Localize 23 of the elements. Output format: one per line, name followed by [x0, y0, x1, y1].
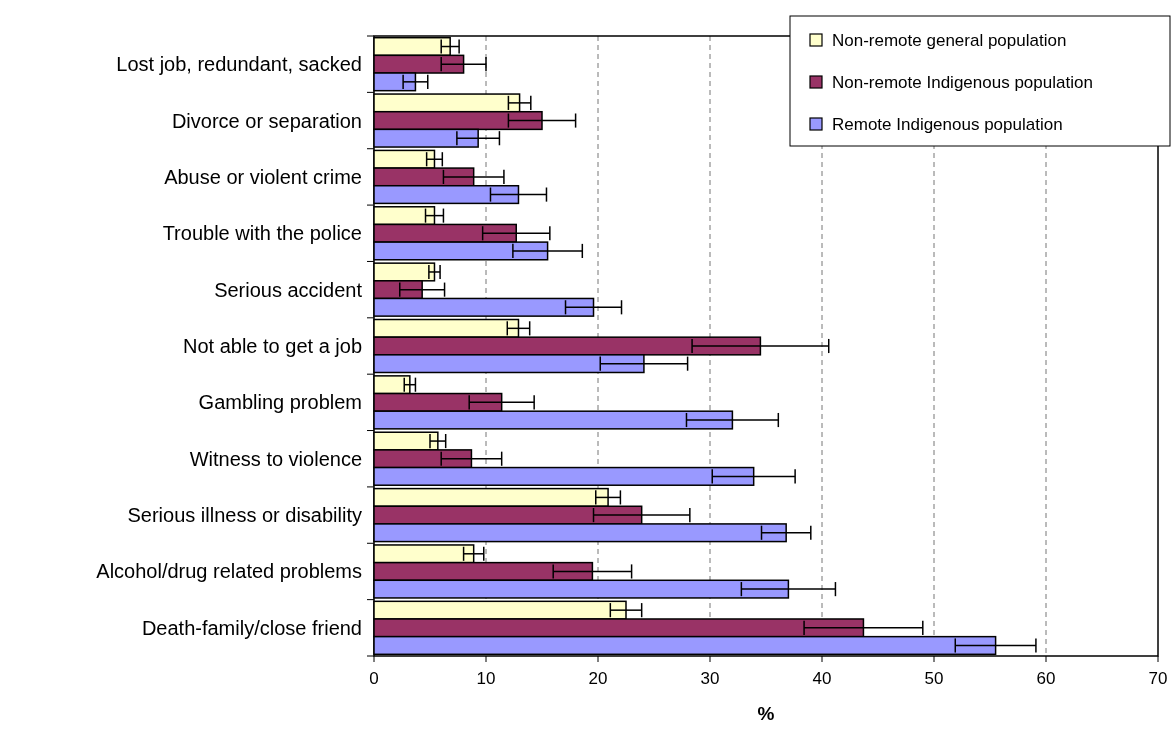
x-tick-label: 50 [924, 669, 944, 688]
legend-label: Remote Indigenous population [832, 115, 1063, 134]
y-tick-label: Alcohol/drug related problems [96, 560, 362, 583]
y-tick-label: Abuse or violent crime [164, 165, 362, 188]
x-tick-label: 10 [476, 669, 496, 688]
y-tick-label: Death-family/close friend [141, 616, 362, 639]
y-tick-label: Trouble with the police [162, 222, 362, 245]
y-tick-label: Serious illness or disability [127, 504, 362, 527]
y-tick-label: Lost job, redundant, sacked [116, 53, 362, 76]
legend-label: Non-remote Indigenous population [832, 73, 1093, 92]
legend-label: Non-remote general population [832, 31, 1067, 50]
x-tick-label: 30 [700, 669, 720, 688]
y-tick-label: Witness to violence [189, 447, 362, 470]
y-tick-label: Gambling problem [198, 391, 362, 414]
x-tick-label: 20 [588, 669, 608, 688]
x-tick-label: 60 [1036, 669, 1056, 688]
y-tick-label: Serious accident [214, 278, 363, 301]
y-tick-label: Divorce or separation [171, 109, 362, 132]
y-tick-label: Not able to get a job [182, 335, 362, 357]
x-tick-label: 40 [812, 669, 832, 688]
x-tick-label: 70 [1148, 669, 1168, 688]
x-axis-title: % [757, 703, 775, 724]
x-tick-label: 0 [369, 669, 379, 688]
